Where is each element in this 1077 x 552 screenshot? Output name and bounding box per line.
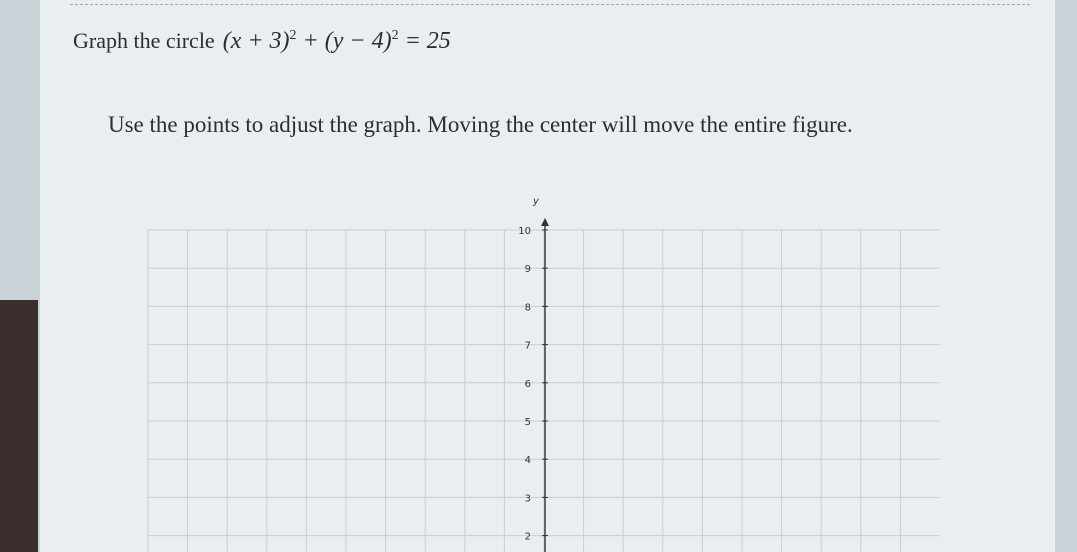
exponent: 2 [391,28,399,43]
question-lead: Graph the circle [73,28,215,53]
equation: (x + 3)2 + (y − 4)2 = 25 [223,28,451,54]
y-tick-label: 3 [525,493,531,504]
question-panel [40,0,1055,552]
instruction: Use the points to adjust the graph. Movi… [108,112,853,137]
y-tick-label: 5 [525,417,531,428]
y-tick-label: 2 [525,532,531,543]
y-tick-label: 4 [525,455,531,466]
eq-part: + (y − 4) [302,28,392,54]
eq-part: (x + 3) [222,28,290,54]
y-tick-label: 10 [518,226,531,237]
desk-edge [0,300,38,552]
y-axis-label: y [532,196,540,207]
y-tick-label: 9 [525,264,531,275]
eq-part: = 25 [404,28,451,54]
divider [70,4,1030,5]
y-tick-label: 7 [525,341,531,352]
y-tick-label: 6 [525,379,531,390]
y-axis-arrow [541,218,549,226]
exponent: 2 [289,28,297,43]
question: Graph the circle (x + 3)2 + (y − 4)2 = 25 [73,28,451,55]
y-tick-label: 8 [525,302,531,313]
